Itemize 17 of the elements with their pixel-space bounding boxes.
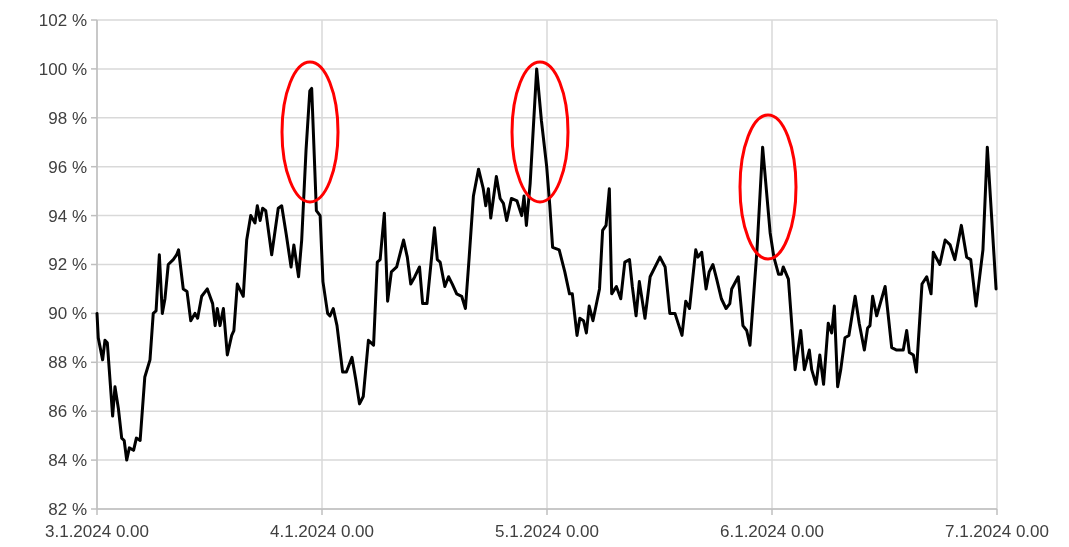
y-tick-label: 100 % [38, 59, 87, 79]
y-tick-label: 84 % [48, 451, 87, 471]
y-tick-label: 86 % [48, 402, 87, 422]
y-tick-label: 88 % [48, 353, 87, 373]
y-tick-label: 102 % [38, 10, 87, 30]
x-tick-label: 7.1.2024 0.00 [945, 522, 1049, 541]
line-series [95, 67, 998, 462]
y-tick-label: 96 % [48, 157, 87, 177]
y-tick-label: 82 % [48, 499, 87, 519]
y-tick-label: 98 % [48, 108, 87, 128]
y-tick-label: 92 % [48, 255, 87, 275]
y-tick-label: 94 % [48, 206, 87, 226]
x-tick-label: 6.1.2024 0.00 [720, 522, 824, 541]
x-tick-label: 3.1.2024 0.00 [45, 522, 149, 541]
x-tick-label: 5.1.2024 0.00 [495, 522, 599, 541]
y-tick-label: 90 % [48, 304, 87, 324]
x-tick-label: 4.1.2024 0.00 [270, 522, 374, 541]
